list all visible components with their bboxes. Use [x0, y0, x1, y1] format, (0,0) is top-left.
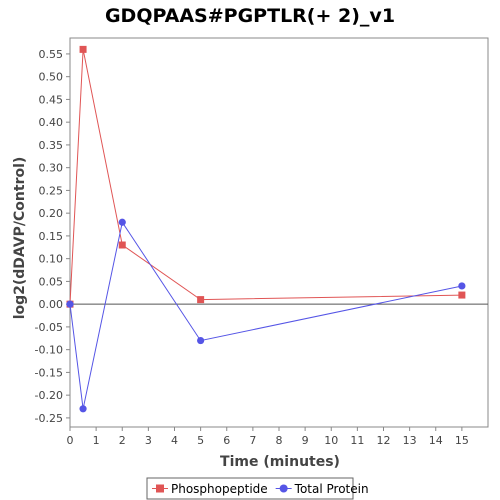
- y-tick-label: 0.00: [39, 298, 64, 311]
- plot-area: -0.25 -0.20 -0.15 -0.10 -0.05 0.00 0.05 0.10 0.1…: [35, 37, 489, 447]
- y-tick-label: 0.10: [39, 253, 64, 266]
- y-tick-label: 0.15: [39, 230, 64, 243]
- x-tick-label: 11: [350, 434, 364, 447]
- y-tick-label: 0.25: [39, 184, 64, 197]
- data-point: [79, 405, 87, 413]
- x-tick-label: 5: [197, 434, 204, 447]
- x-tick-label: 10: [324, 434, 338, 447]
- x-tick-label: 9: [302, 434, 309, 447]
- y-tick-label: -0.15: [35, 366, 63, 379]
- x-tick-label: 4: [171, 434, 178, 447]
- y-tick-label: -0.20: [35, 389, 63, 402]
- x-tick-label: 1: [93, 434, 100, 447]
- x-tick-label: 8: [276, 434, 283, 447]
- x-tick-label: 2: [119, 434, 126, 447]
- y-tick-label: -0.05: [35, 321, 63, 334]
- y-tick-label: 0.35: [39, 139, 64, 152]
- x-tick-label: 7: [249, 434, 256, 447]
- data-point: [458, 282, 466, 290]
- y-tick-label: -0.10: [35, 344, 63, 357]
- legend-label: Phosphopeptide: [171, 482, 268, 496]
- data-point: [458, 291, 466, 299]
- chart-title: GDQPAAS#PGPTLR(+ 2)_v1: [105, 5, 395, 27]
- x-tick-label: 3: [145, 434, 152, 447]
- y-tick-label: 0.50: [39, 71, 64, 84]
- y-tick-label: 0.40: [39, 116, 64, 129]
- data-point: [118, 241, 126, 249]
- y-axis-label: log2(dDAVP/Control): [12, 157, 28, 320]
- data-point: [197, 296, 205, 304]
- x-tick-label: 15: [455, 434, 469, 447]
- legend-marker: [156, 484, 164, 493]
- x-tick-label: 6: [223, 434, 230, 447]
- x-axis-label: Time (minutes): [220, 454, 340, 470]
- x-tick-label: 13: [403, 434, 417, 447]
- legend: Phosphopeptide Total Protein: [146, 477, 369, 500]
- data-point: [66, 300, 74, 308]
- y-tick-label: 0.55: [39, 48, 64, 61]
- data-point: [118, 218, 126, 226]
- x-tick-label: 12: [377, 434, 391, 447]
- y-tick-label: -0.25: [35, 412, 63, 425]
- y-tick-label: 0.30: [39, 162, 64, 175]
- legend-label: Total Protein: [294, 482, 369, 496]
- plot-background: [69, 37, 489, 428]
- y-tick-label: 0.45: [39, 93, 64, 106]
- data-point: [79, 45, 87, 53]
- legend-marker: [279, 484, 288, 493]
- x-tick-label: 14: [429, 434, 443, 447]
- data-point: [197, 336, 205, 345]
- x-tick-label: 0: [67, 434, 74, 447]
- legend-box: [146, 477, 354, 500]
- y-tick-label: 0.05: [39, 275, 64, 288]
- y-tick-label: 0.20: [39, 207, 64, 220]
